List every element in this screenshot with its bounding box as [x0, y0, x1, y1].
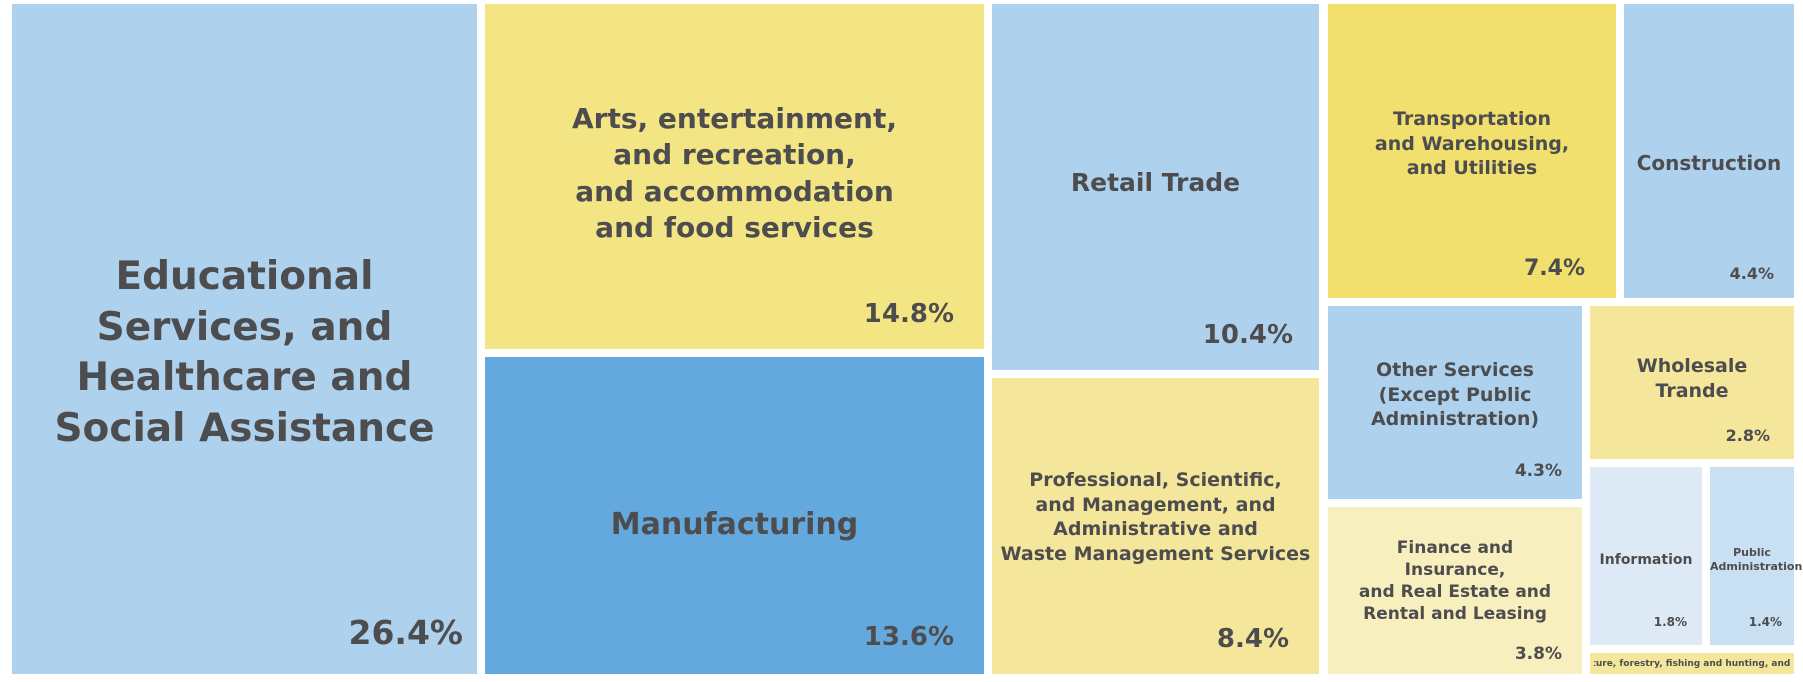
tile-finance-insurance: Finance and Insurance, and Real Estate a…	[1328, 507, 1582, 674]
tile-information: Information 1.8%	[1590, 467, 1702, 645]
tile-label: Other Services (Except Public Administra…	[1370, 359, 1540, 431]
tile-value: 7.4%	[1523, 256, 1585, 281]
tile-value: 1.8%	[1653, 615, 1687, 629]
tile-educational-services: Educational Services, and Healthcare and…	[12, 4, 477, 674]
tile-value: 8.4%	[1216, 624, 1289, 654]
tile-value: 14.8%	[863, 299, 954, 329]
tile-manufacturing: Manufacturing 13.6%	[485, 357, 984, 674]
tile-label: Retail Trade	[1070, 168, 1241, 197]
tile-value: 2.8%	[1725, 426, 1770, 445]
tile-construction: Construction 4.4%	[1624, 4, 1794, 298]
tile-label: Information	[1599, 552, 1693, 568]
tile-retail-trade: Retail Trade 10.4%	[992, 4, 1319, 370]
tile-label: Professional, Scientific, and Management…	[1000, 469, 1311, 566]
tile-value: 10.4%	[1202, 320, 1293, 350]
tile-value: 1.4%	[1748, 615, 1782, 629]
tile-value: 3.8%	[1514, 644, 1562, 664]
tile-label: Transportation and Warehousing, and Util…	[1374, 108, 1570, 180]
tile-label: Agriculture, forestry, fishing and hunti…	[1594, 658, 1790, 669]
tile-value: 4.4%	[1729, 264, 1774, 283]
tile-wholesale-trade: Wholesale Trande 2.8%	[1590, 306, 1794, 459]
tile-transportation-warehousing: Transportation and Warehousing, and Util…	[1328, 4, 1616, 298]
tile-value: 4.3%	[1514, 461, 1562, 481]
tile-label: Manufacturing	[610, 507, 859, 542]
tile-value: 13.6%	[863, 622, 954, 652]
tile-label: Arts, entertainment, and recreation, and…	[572, 102, 897, 245]
tile-other-services: Other Services (Except Public Administra…	[1328, 306, 1582, 499]
tile-label: Finance and Insurance, and Real Estate a…	[1358, 538, 1552, 625]
tile-label: Wholesale Trande	[1636, 355, 1748, 402]
tile-label: Public Administration	[1710, 546, 1803, 574]
tile-public-administration: Public Administration 1.4%	[1710, 467, 1803, 645]
tile-value: 26.4%	[348, 613, 464, 652]
tile-agriculture-mining: Agriculture, forestry, fishing and hunti…	[1590, 653, 1794, 674]
tile-arts-entertainment: Arts, entertainment, and recreation, and…	[485, 4, 984, 349]
tile-label: Educational Services, and Healthcare and…	[54, 254, 435, 452]
tile-professional-scientific: Professional, Scientific, and Management…	[992, 378, 1319, 674]
tile-label: Construction	[1636, 151, 1782, 175]
